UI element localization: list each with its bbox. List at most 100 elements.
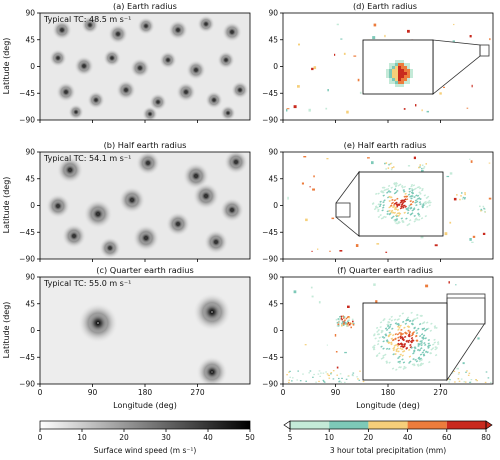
inset-rain-streak [412,184,416,187]
inset-pixel [386,72,389,75]
inset-rain-streak [412,207,416,210]
rain-band [490,381,492,384]
inset-rain-streak [393,211,397,214]
inset-rain-streak [403,365,406,368]
inset-rain-streak [385,328,389,332]
inset-rain-streak [383,199,386,202]
inset-rain-streak [404,198,407,201]
inset-rain-streak [385,361,389,364]
cyclone-core [224,109,232,117]
inset-pixel [392,81,395,84]
inset-rain-streak [415,331,419,335]
axes-ticks: 90 90 45 45 0 0 −45 −45 −90 −90 90 90 45 45 0 0 −45 −45 −9… [19,9,448,397]
rain-band [286,374,288,376]
inset-rain-streak [390,186,393,189]
rain-speck [449,221,452,224]
inset-rain-streak [382,340,385,343]
cyclone-core [105,243,115,253]
x-axis-label-left: Longitude (deg) [113,401,177,410]
cyclone-core [63,163,77,177]
inset-rain-streak [410,341,414,344]
inset-rain-streak [384,333,387,336]
inset-rain-streak [426,205,429,208]
inset-pixel [395,63,398,66]
inset-rain-streak [413,346,416,349]
inset-pixel [404,69,407,72]
storm-cell [342,317,345,319]
rain-band [448,378,450,380]
inset-rain-streak [394,208,398,211]
inset-pixel [395,72,398,75]
inset-rain-streak [392,203,396,207]
inset-rain-streak [414,347,417,350]
inset-rain-streak [387,341,391,344]
inset-pixel [401,66,404,69]
y-tick-label: 0 [30,62,35,71]
inset-rain-streak [412,357,415,361]
inset-rain-streak [398,221,401,224]
inset-rain-streak [398,212,402,215]
x-tick-label: 270 [190,388,205,397]
inset-rain-streak [379,321,383,324]
rain-speck [327,89,329,92]
storm-cell [421,170,423,172]
inset-rain-streak [405,195,409,198]
rain-speck [359,91,362,94]
rain-band [454,381,456,383]
storm-cell [337,325,340,327]
inset-rain-streak [372,348,376,351]
inset-rain-streak [375,326,379,330]
cyclone-core [181,87,191,97]
inset-pixel [407,81,410,84]
inset-pixel [398,63,401,66]
inset-rain-streak [395,222,398,225]
panel-e-title: (e) Half earth radius [344,140,427,150]
inset-pixel [407,78,410,81]
inset-rain-streak [397,342,400,345]
inset-rain-streak [402,320,405,324]
inset-rain-streak [405,217,408,220]
inset-pixel [389,72,392,75]
cyclone-core [53,53,63,63]
precip-colorbar-tick-label: 60 [442,433,452,442]
panel-e-inset [358,171,444,237]
rain-band [326,373,329,375]
inset-rain-streak [424,329,427,332]
precip-bin [368,421,408,429]
inset-pixel [407,66,410,69]
rain-speck [449,172,453,175]
storm-cell [484,211,486,213]
cyclone-core [52,200,64,212]
rain-band [313,373,315,376]
inset-rain-streak [410,337,414,340]
inset-rain-streak [388,209,391,212]
storm-cell [421,164,424,166]
x-tick-label: 0 [281,388,286,397]
inset-rain-streak [392,348,396,352]
rain-speck [488,197,492,200]
inset-rain-streak [418,191,421,194]
inset-rain-streak [382,191,385,194]
cyclone-core [121,85,131,95]
y-tick-label: −90 [262,116,278,125]
inset-rain-streak [400,205,403,208]
rain-speck [446,175,450,178]
inset-rain-streak [390,204,393,207]
inset-rain-streak [395,215,399,218]
inset-rain-streak [373,334,376,337]
rain-speck [311,250,313,252]
storm-cell [340,317,342,320]
rain-band [323,380,325,383]
rain-speck [344,351,347,354]
inset-rain-streak [400,217,404,220]
storm-cell [419,166,421,168]
inset-rain-streak [420,217,424,220]
inset-rain-streak [394,322,398,325]
inset-rain-streak [383,186,386,189]
inset-pixel [398,69,401,72]
y-tick-label: 90 [268,9,278,18]
storm-cell [340,315,343,318]
inset-rain-streak [406,211,410,215]
inset-rain-streak [396,197,399,200]
inset-pixel [401,72,404,75]
